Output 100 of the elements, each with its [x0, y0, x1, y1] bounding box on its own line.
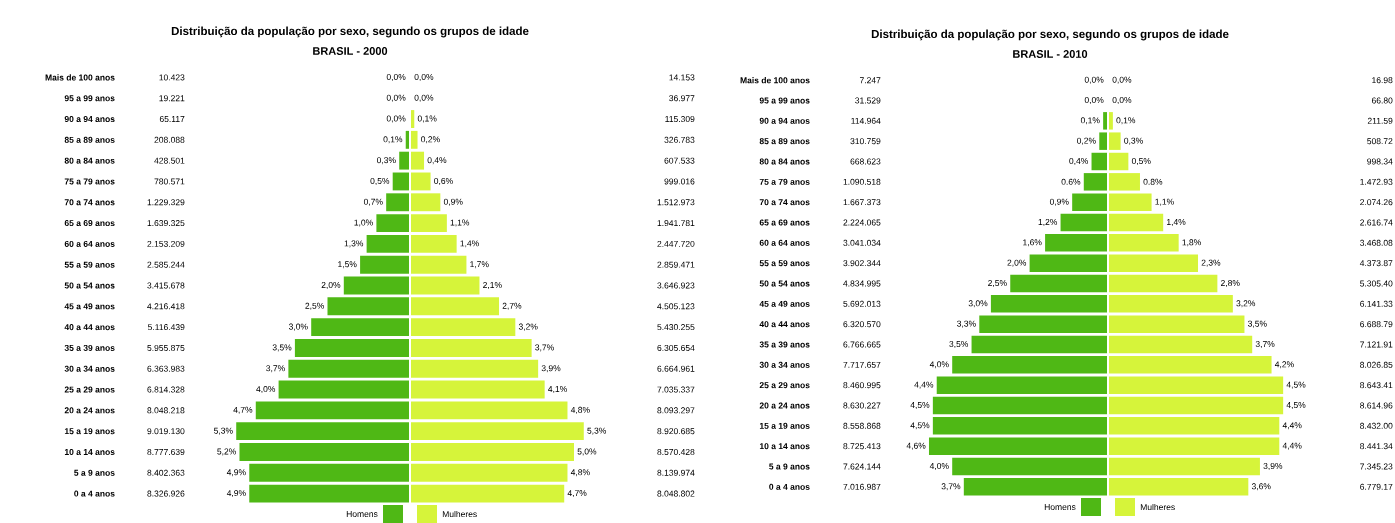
data-label: 3,5%	[949, 341, 969, 349]
text: 7.016.987	[843, 483, 881, 490]
data-label: 4,7%	[567, 490, 587, 498]
text: 6.688.79	[1360, 321, 1393, 328]
text: 4.505.123	[657, 303, 695, 310]
data-label: 4,6%	[906, 442, 926, 450]
data-label: 0,6%	[434, 177, 453, 185]
data-label: 0,0%	[414, 94, 434, 102]
text: 7.121.91	[1360, 341, 1393, 348]
data-label: 0,3%	[1124, 137, 1143, 145]
y-tick-label: 5 a 9 anos	[74, 469, 115, 476]
text: 6.363.983	[147, 365, 185, 372]
chart-title: Distribuição da população por sexo, segundo os grupos de idade	[171, 26, 529, 38]
text: 1.941.781	[657, 220, 695, 227]
text: 2.224.065	[843, 219, 881, 226]
data-label: 0,5%	[1131, 158, 1151, 166]
text: 8.402.363	[147, 469, 185, 476]
text: 8.093.297	[657, 407, 695, 414]
data-label: 2,3%	[1201, 259, 1221, 267]
text: 668.623	[850, 158, 881, 165]
data-label: 3,7%	[535, 344, 554, 352]
y-tick-label: 60 a 64 anos	[64, 240, 115, 247]
text: 6.305.654	[657, 344, 695, 351]
text: 114.964	[851, 117, 881, 124]
text: 4.373.87	[1359, 260, 1393, 267]
y-tick-label: 25 a 29 anos	[759, 382, 810, 389]
text: 8.432.00	[1360, 422, 1393, 429]
chart-subtitle: BRASIL - 2010	[1013, 50, 1088, 58]
data-label: 1,2%	[1038, 219, 1058, 227]
y-tick-label: 35 a 39 anos	[759, 341, 810, 348]
data-label: 0,9%	[443, 198, 463, 206]
data-label: 1,8%	[1182, 239, 1201, 247]
text: 8.326.926	[147, 490, 185, 497]
data-label: 0,0%	[1084, 97, 1104, 105]
data-label: 4,1%	[548, 386, 567, 394]
text: 2.616.74	[1360, 219, 1393, 226]
data-label: 1,4%	[460, 240, 479, 248]
data-label: 0,0%	[1112, 76, 1132, 84]
data-label: 2,7%	[502, 302, 522, 310]
text: 1.090.518	[843, 178, 881, 185]
text: 2.585.244	[147, 261, 185, 268]
text: 3.041.034	[843, 239, 881, 246]
data-label: 2,8%	[1220, 280, 1240, 288]
y-tick-label: 90 a 94 anos	[64, 116, 115, 123]
data-label: 0,2%	[1077, 137, 1096, 145]
y-tick-label: 30 a 34 anos	[64, 365, 115, 372]
y-tick-label: 5 a 9 anos	[769, 463, 810, 470]
text: 8.139.974	[657, 469, 695, 476]
text: 5.430.255	[657, 324, 695, 331]
data-label: 3,5%	[1247, 320, 1267, 328]
legend-label: Mulheres	[442, 510, 477, 518]
y-tick-label: 70 a 74 anos	[64, 199, 115, 206]
data-label: 4,2%	[1274, 361, 1294, 369]
data-label: 2,0%	[321, 282, 341, 290]
text: 1.667.373	[843, 199, 881, 206]
text: 7.717.657	[843, 361, 881, 368]
text: 1.512.973	[657, 199, 695, 206]
text: 16.98	[1372, 77, 1393, 84]
legend-label: Homens	[1044, 504, 1076, 510]
data-label: 4,5%	[1286, 381, 1306, 389]
data-label: 0,3%	[376, 157, 396, 165]
y-tick-label: 70 a 74 anos	[759, 199, 810, 206]
text: 8.048.802	[657, 490, 695, 497]
data-label: 4,4%	[1282, 442, 1302, 450]
text: 65.117	[159, 116, 185, 123]
y-tick-label: 50 a 54 anos	[759, 280, 810, 287]
y-tick-label: Mais de 100 anos	[45, 74, 115, 81]
data-label: 4,4%	[914, 381, 934, 389]
data-label: 4,4%	[1282, 422, 1302, 430]
data-label: 1,7%	[470, 261, 489, 269]
text: 211.59	[1367, 117, 1393, 124]
bar	[411, 110, 415, 128]
text: 7.345.23	[1360, 463, 1393, 470]
legend-label: Homens	[346, 511, 378, 517]
y-tick-label: 10 a 14 anos	[64, 448, 115, 455]
data-label: 3,6%	[1251, 483, 1271, 491]
data-label: 3,9%	[541, 365, 561, 373]
text: 2.859.471	[657, 261, 695, 268]
text: 66.80	[1371, 97, 1393, 104]
text: 8.630.227	[843, 402, 881, 409]
text: 4.216.418	[147, 303, 185, 310]
y-tick-label: 15 a 19 anos	[759, 422, 810, 429]
text: 5.116.439	[147, 324, 185, 331]
data-label: 3,7%	[941, 483, 961, 491]
text: 208.088	[154, 136, 185, 143]
y-tick-label: 80 a 84 anos	[64, 157, 115, 164]
data-label: 4,5%	[910, 422, 930, 430]
data-label: 3,5%	[272, 344, 292, 352]
y-tick-label: 15 a 19 anos	[64, 428, 115, 435]
data-label: 0,0%	[386, 73, 406, 81]
text: 7.247	[859, 77, 881, 84]
text: 8.920.685	[657, 428, 695, 435]
data-label: 2,1%	[483, 282, 502, 290]
text: 8.777.639	[147, 448, 185, 455]
text: 19.221	[159, 95, 185, 102]
text: 3.902.344	[843, 260, 881, 267]
data-label: 2,0%	[1007, 259, 1027, 267]
text: 8.558.868	[843, 422, 881, 429]
text: 5.305.40	[1360, 280, 1393, 287]
y-tick-label: 95 a 99 anos	[64, 95, 115, 102]
